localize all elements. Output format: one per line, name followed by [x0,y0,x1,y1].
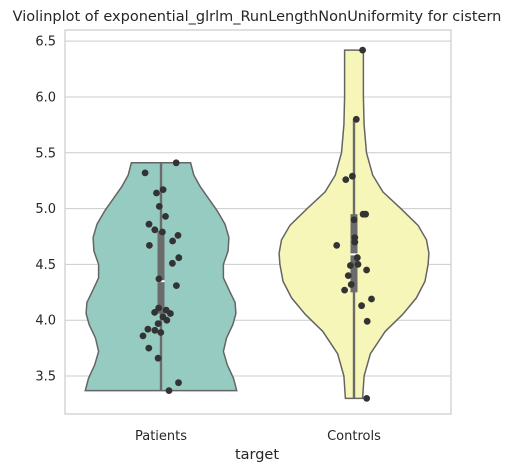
data-point [157,329,165,336]
plot-frame [64,29,452,415]
x-tick-label: Controls [327,429,381,444]
data-point [169,237,177,245]
y-tick-labels: 3.5 4.0 4.5 5.0 5.5 6.0 6.5 [35,35,56,385]
violins [84,49,430,400]
data-point [358,302,365,310]
data-point [363,317,371,325]
data-point [363,395,371,402]
data-point [167,310,174,317]
x-axis-label: target [235,447,279,463]
data-point [145,344,153,352]
data-point [173,282,180,289]
data-point [347,262,354,269]
data-point [146,242,153,249]
x-tick-label: Patients [135,429,187,444]
iqr-box-controls [350,214,358,293]
data-point [341,286,348,294]
data-point [155,275,163,283]
data-points [139,46,375,402]
data-point [342,176,350,184]
data-point [175,254,183,262]
data-point [354,261,362,268]
y-tick-label: 6.5 [35,35,56,50]
data-point [163,316,171,324]
data-point [155,203,163,210]
data-point [351,238,359,246]
data-point [169,259,176,267]
data-point [172,159,180,167]
data-point [159,186,167,194]
data-point [353,254,361,262]
data-point [368,295,375,303]
data-point [141,169,149,177]
data-point [363,266,370,274]
data-point [153,189,160,197]
data-point [352,115,360,123]
data-point [174,232,182,239]
data-point [359,46,366,54]
data-point [350,216,358,224]
data-point [145,220,153,228]
y-tick-label: 3.5 [35,370,56,385]
y-tick-label: 4.0 [35,314,56,329]
iqr-box-patients [157,230,165,314]
data-point [162,213,169,220]
data-point [175,379,182,387]
data-point [347,281,355,288]
data-point [349,172,356,180]
data-point [344,272,352,279]
data-point [359,210,367,218]
data-point [333,242,341,249]
data-point [139,332,147,340]
data-point [151,309,159,316]
data-point [154,320,162,327]
y-tick-label: 5.5 [35,146,56,161]
y-tick-label: 4.5 [35,258,56,273]
data-point [151,226,159,234]
chart-title: Violinplot of exponential_glrlm_RunLengt… [13,9,502,25]
data-point [159,228,166,236]
data-point [151,326,159,334]
x-tick-labels: Patients Controls [135,429,381,444]
y-tick-label: 5.0 [35,202,56,217]
data-point [144,325,152,333]
data-point [154,354,162,362]
y-tick-label: 6.0 [35,90,56,105]
data-point [165,387,173,394]
data-point [155,304,163,312]
